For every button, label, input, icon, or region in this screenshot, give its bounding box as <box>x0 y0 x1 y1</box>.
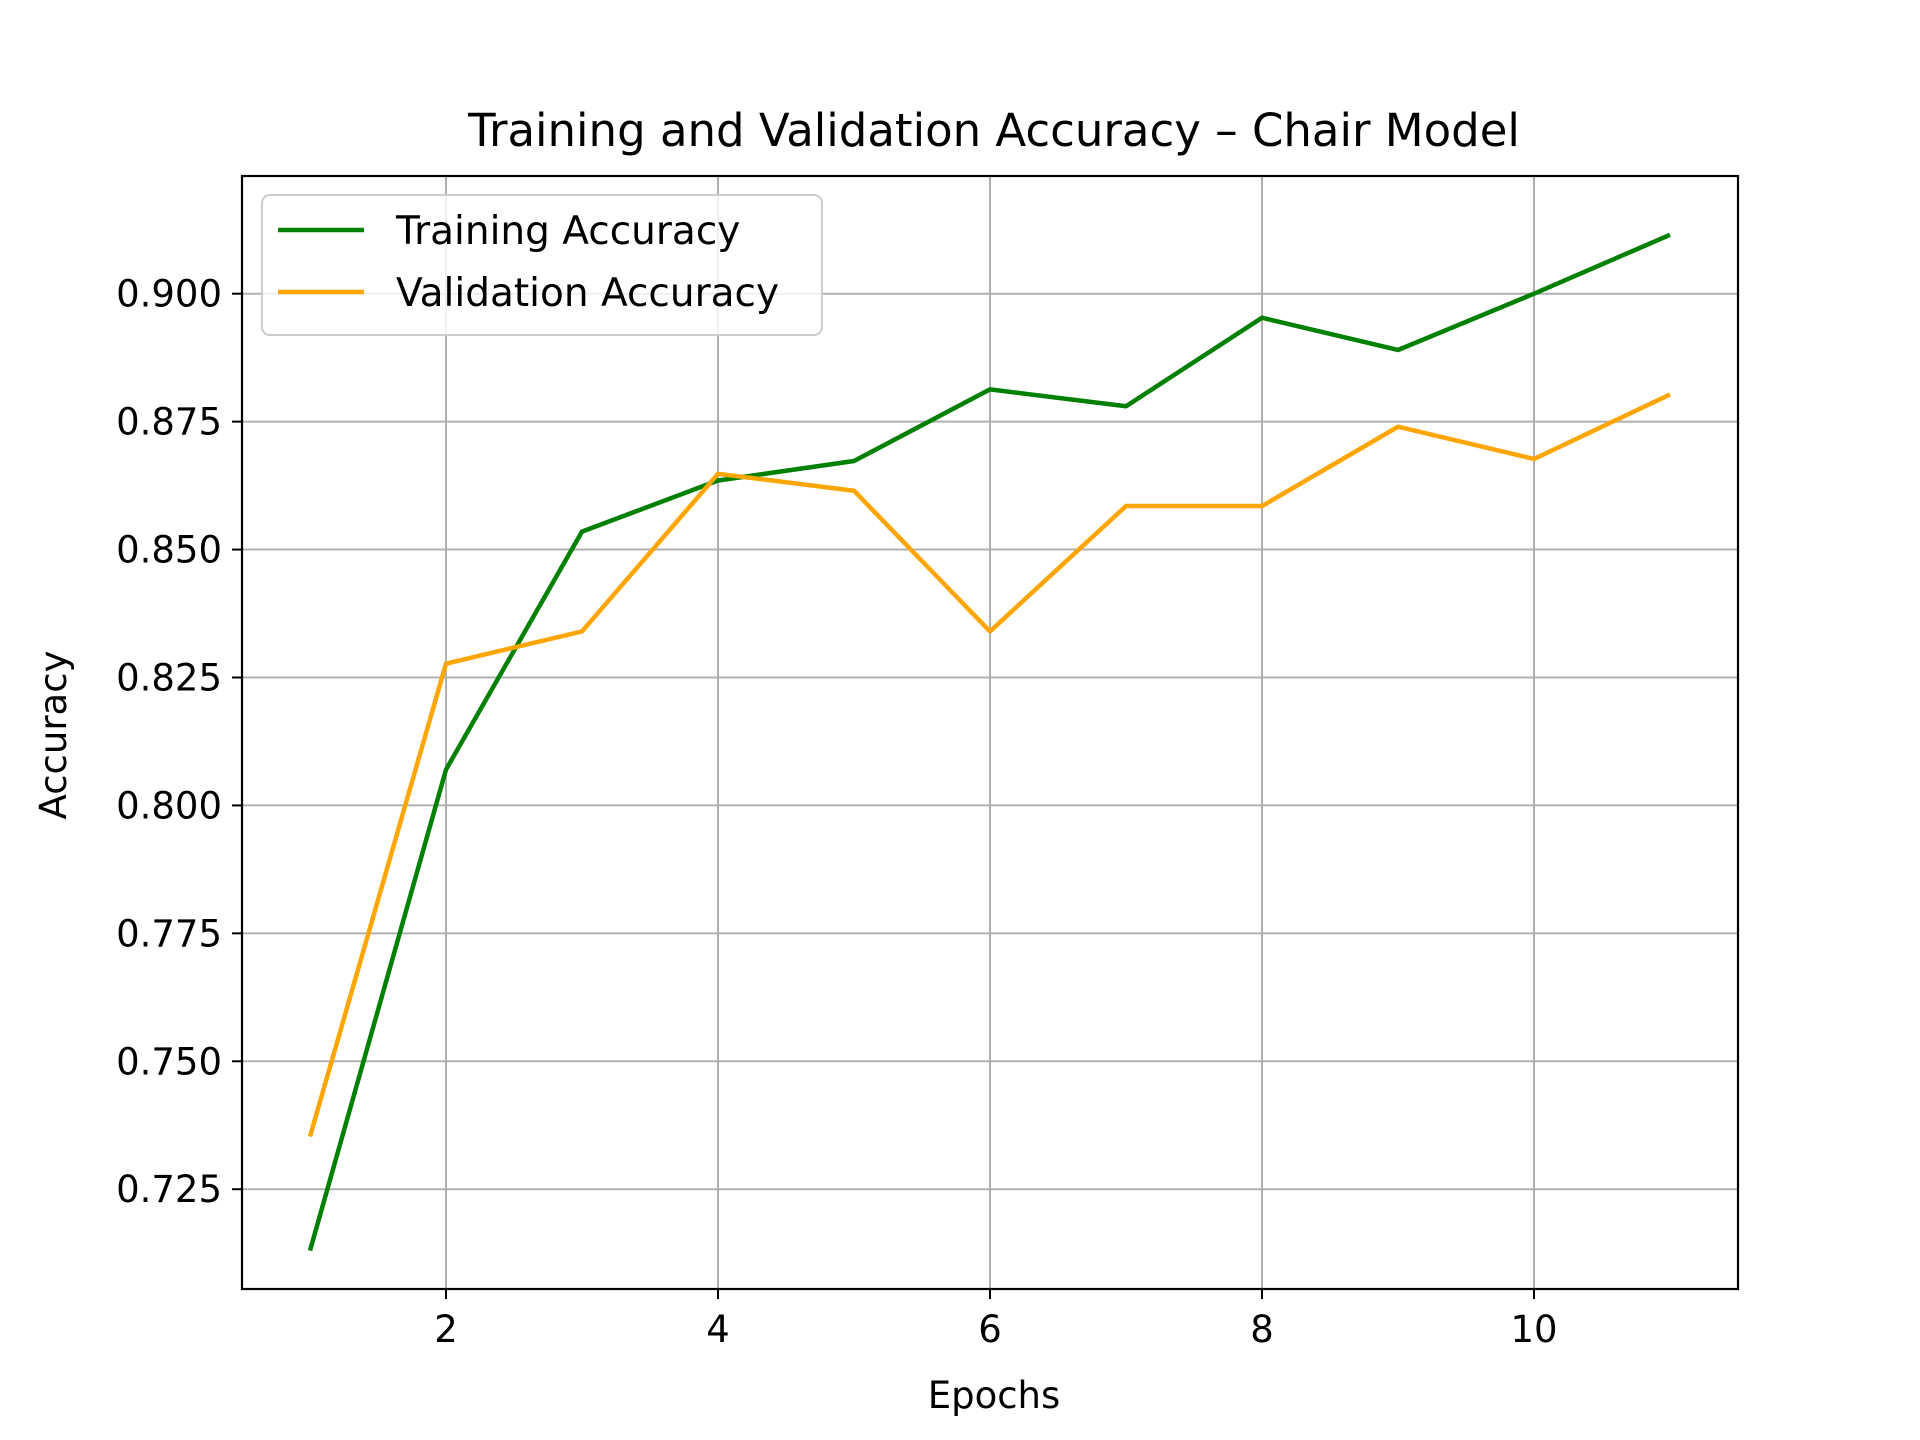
y-axis-label: Accuracy <box>32 651 75 820</box>
chart-title: Training and Validation Accuracy – Chair… <box>467 104 1520 157</box>
tick-labels: 2 4 6 8 10 0.725 0.750 0.775 0.800 0.825 0.850 0.87… <box>116 273 1557 1351</box>
validation-accuracy-line <box>307 392 1671 1138</box>
legend-box <box>261 194 823 336</box>
x-tick-label: 8 <box>1250 1308 1274 1351</box>
x-axis-label: Epochs <box>928 1374 1061 1417</box>
x-tick-label: 6 <box>978 1308 1002 1351</box>
y-tick-label: 0.775 <box>116 912 222 955</box>
y-tick-label: 0.725 <box>116 1168 222 1211</box>
grid-lines <box>242 176 1738 1289</box>
x-tick-label: 4 <box>706 1308 730 1351</box>
training-accuracy-line <box>307 232 1671 1252</box>
series-lines <box>307 232 1671 1252</box>
x-tick-label: 10 <box>1510 1308 1557 1351</box>
y-tick-label: 0.900 <box>116 273 222 316</box>
legend: Training Accuracy Validation Accuracy <box>261 194 823 336</box>
axis-ticks <box>232 292 1535 1299</box>
plot-area-frame <box>240 174 1740 1291</box>
y-tick-label: 0.750 <box>116 1040 222 1083</box>
y-tick-label: 0.875 <box>116 401 222 444</box>
x-tick-label: 2 <box>434 1308 458 1351</box>
y-tick-label: 0.825 <box>116 656 222 699</box>
y-tick-label: 0.850 <box>116 529 222 572</box>
legend-label-validation: Validation Accuracy <box>396 271 779 316</box>
legend-label-training: Training Accuracy <box>395 209 740 254</box>
y-tick-label: 0.800 <box>116 784 222 827</box>
